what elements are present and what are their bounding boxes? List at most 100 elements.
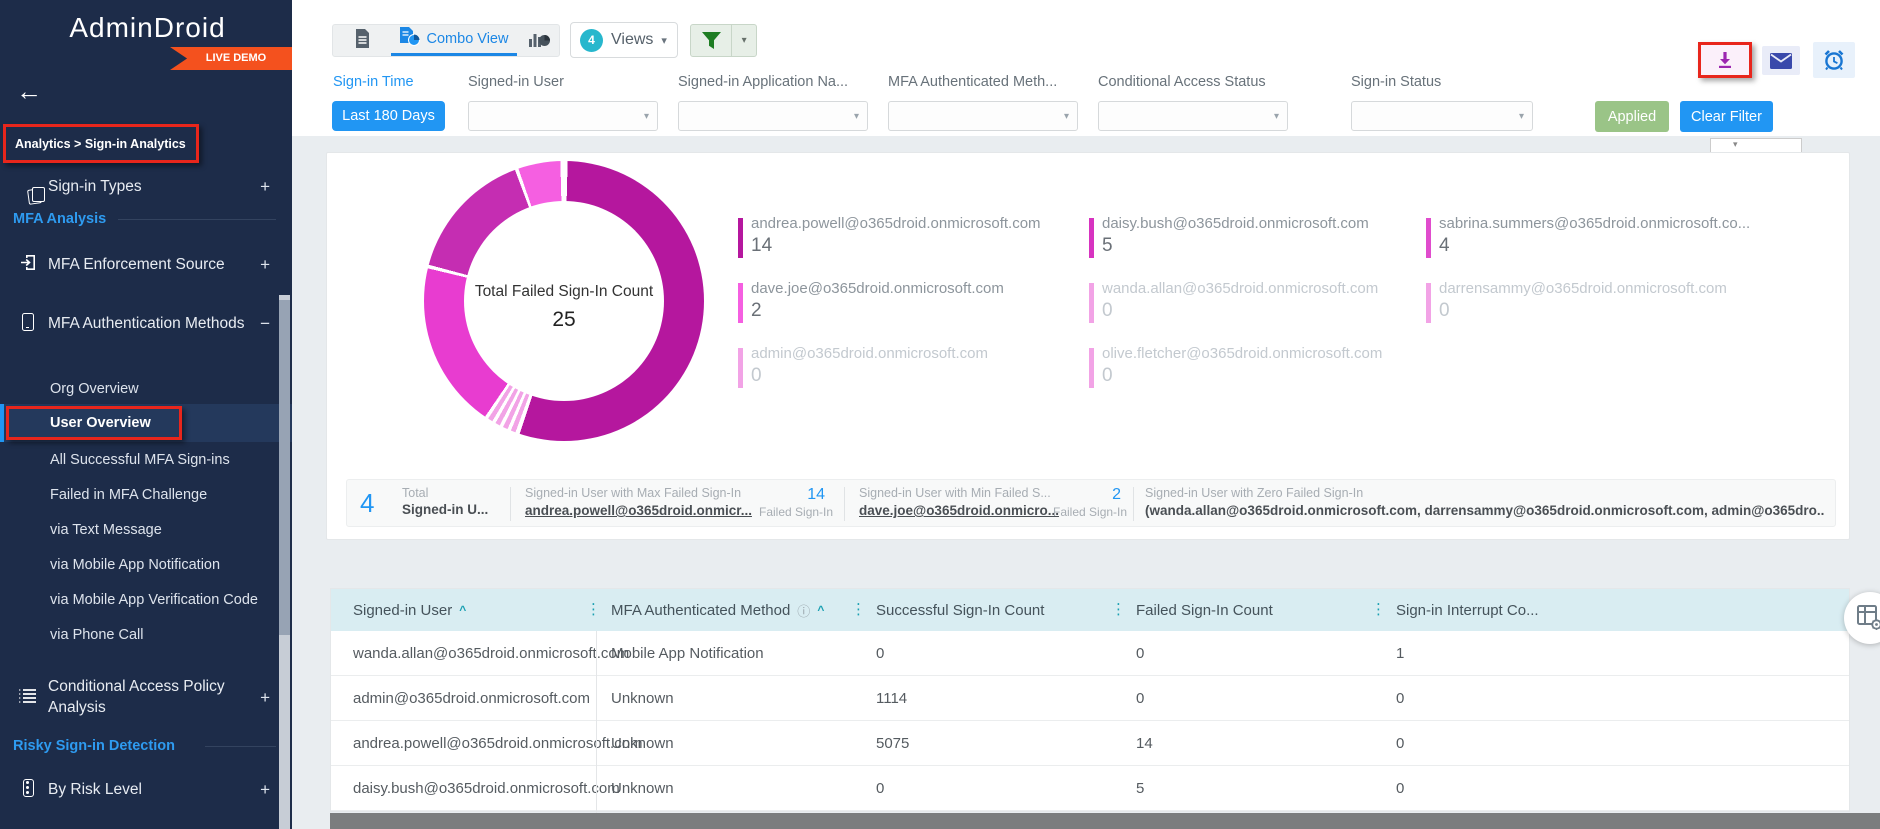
download-icon (1719, 52, 1731, 68)
breadcrumb-text: Analytics > Sign-in Analytics (15, 136, 186, 151)
signin-time-filter-button[interactable]: Last 180 Days (332, 101, 445, 131)
sort-asc-icon: ^ (817, 603, 825, 617)
column-header-failed-count[interactable]: Failed Sign-In Count (1136, 601, 1273, 619)
legend-item[interactable]: admin@o365droid.onmicrosoft.com 0 (738, 345, 1083, 393)
legend-item[interactable]: daisy.bush@o365droid.onmicrosoft.com 5 (1089, 215, 1434, 263)
filter-label-application-name: Signed-in Application Na... (678, 74, 849, 90)
sidebar-item-via-phone-call[interactable]: via Phone Call (50, 627, 144, 643)
sidebar-item-mfa-enforcement-source[interactable]: MFA Enforcement Source + (0, 250, 292, 280)
legend-item[interactable]: darrensammy@o365droid.onmicrosoft.com 0 (1426, 280, 1771, 328)
sidebar-item-via-mobile-app-notification[interactable]: via Mobile App Notification (50, 557, 221, 573)
filter-label-signin-status: Sign-in Status (1351, 74, 1442, 90)
mfa-method-select[interactable]: ▾ (888, 101, 1078, 131)
column-divider (596, 631, 597, 813)
legend-item[interactable]: wanda.allan@o365droid.onmicrosoft.com 0 (1089, 280, 1434, 328)
views-count-badge: 4 (580, 28, 603, 52)
legend-item[interactable]: andrea.powell@o365droid.onmicrosoft.com … (738, 215, 1083, 263)
legend-item[interactable]: sabrina.summers@o365droid.onmicrosoft.co… (1426, 215, 1771, 263)
sidebar-item-failed-in-mfa-challenge[interactable]: Failed in MFA Challenge (50, 487, 208, 503)
total-signedin-users-value: 4 (360, 488, 375, 518)
filter-label-mfa-method: MFA Authenticated Meth... (888, 74, 1058, 90)
column-header-mfa-method[interactable]: MFA Authenticated Method ⓘ ^ (611, 601, 825, 619)
clear-filter-button[interactable]: Clear Filter (1680, 101, 1773, 132)
filter-split-button: ▾ (690, 24, 757, 57)
tab-combo-view[interactable]: Combo View (391, 25, 517, 56)
column-menu-icon[interactable]: ⋮ (586, 601, 601, 618)
table-row[interactable]: wanda.allan@o365droid.onmicrosoft.com Mo… (331, 631, 1849, 676)
expand-plus-icon[interactable]: + (260, 688, 270, 707)
max-failed-user-link[interactable]: andrea.powell@o365droid.onmicr... (525, 503, 752, 518)
sidebar-item-user-overview[interactable]: User Overview (50, 415, 151, 431)
expand-plus-icon[interactable]: + (260, 177, 270, 196)
column-chooser-button[interactable] (1844, 592, 1880, 644)
section-risky-signin-detection: Risky Sign-in Detection (13, 738, 175, 754)
filter-label-signin-time: Sign-in Time (333, 74, 414, 90)
schedule-alert-button[interactable] (1813, 42, 1855, 78)
export-download-button[interactable] (1698, 42, 1752, 78)
divider (118, 219, 276, 220)
sidebar-scrollbar-thumb[interactable] (279, 300, 290, 635)
column-header-signed-in-user[interactable]: Signed-in User ^ (353, 601, 467, 619)
signin-status-select[interactable]: ▾ (1351, 101, 1533, 131)
section-mfa-analysis: MFA Analysis (13, 211, 107, 227)
info-icon: ⓘ (797, 603, 811, 619)
sidebar-item-via-mobile-app-verification-code[interactable]: via Mobile App Verification Code (50, 592, 258, 608)
sidebar-item-mfa-authentication-methods[interactable]: MFA Authentication Methods − (0, 298, 292, 350)
filter-funnel-button[interactable] (691, 25, 733, 56)
tab-chart-view[interactable] (517, 25, 561, 56)
column-menu-icon[interactable]: ⋮ (1371, 601, 1386, 618)
sidebar-item-signin-types[interactable]: Sign-in Types + (48, 177, 270, 196)
conditional-access-select[interactable]: ▾ (1098, 101, 1288, 131)
table-header-row: Signed-in User ^ ⋮ MFA Authenticated Met… (331, 589, 1849, 631)
sidebar-item-conditional-access-policy-analysis[interactable]: Conditional Access Policy Analysis + (0, 672, 292, 724)
door-signin-icon (18, 254, 38, 276)
page-size-dropdown-partial[interactable]: ▾ (1710, 138, 1802, 153)
donut-center-value: 25 (552, 308, 576, 331)
expand-plus-icon[interactable]: + (260, 780, 270, 799)
sidebar: AdminDroid LIVE DEMO ← Analytics > Sign-… (0, 0, 292, 829)
sort-asc-icon: ^ (459, 603, 467, 617)
applied-button[interactable]: Applied (1595, 101, 1669, 132)
breadcrumb: Analytics > Sign-in Analytics (3, 124, 199, 163)
bar-pie-chart-icon (528, 29, 550, 52)
chevron-down-icon: ▾ (1273, 111, 1279, 122)
column-header-successful-count[interactable]: Successful Sign-In Count (876, 601, 1045, 619)
column-header-interrupt-count[interactable]: Sign-in Interrupt Co... (1396, 601, 1539, 619)
legend-item[interactable]: olive.fletcher@o365droid.onmicrosoft.com… (1089, 345, 1434, 393)
sidebar-item-org-overview[interactable]: Org Overview (50, 381, 139, 397)
table-row[interactable]: daisy.bush@o365droid.onmicrosoft.com Unk… (331, 766, 1849, 811)
filter-dropdown-caret[interactable]: ▾ (741, 35, 747, 46)
tab-report-view[interactable] (333, 25, 391, 56)
column-menu-icon[interactable]: ⋮ (1111, 601, 1126, 618)
chevron-down-icon: ▾ (1518, 111, 1524, 122)
sidebar-item-all-successful-mfa-signins[interactable]: All Successful MFA Sign-ins (50, 452, 230, 468)
table-row[interactable]: admin@o365droid.onmicrosoft.com Unknown … (331, 676, 1849, 721)
min-failed-user-link[interactable]: dave.joe@o365droid.onmicro... (859, 503, 1059, 518)
legend-swatch (1089, 283, 1094, 323)
chevron-down-icon: ▾ (661, 34, 667, 47)
phone-icon (18, 312, 38, 336)
mail-icon (1770, 52, 1792, 69)
chevron-down-icon: ▾ (643, 111, 649, 122)
zero-failed-users: (wanda.allan@o365droid.onmicrosoft.com, … (1145, 503, 1825, 518)
sidebar-item-via-text-message[interactable]: via Text Message (50, 522, 162, 538)
min-failed-value: 2 (1112, 486, 1121, 503)
back-arrow-icon[interactable]: ← (16, 76, 42, 106)
zero-failed-label: Signed-in User with Zero Failed Sign-In (1145, 486, 1364, 500)
column-menu-icon[interactable]: ⋮ (851, 601, 866, 618)
table-row[interactable]: andrea.powell@o365droid.onmicrosoft.com … (331, 721, 1849, 766)
signed-in-user-select[interactable]: ▾ (468, 101, 658, 131)
horizontal-scrollbar[interactable] (330, 813, 1880, 829)
application-name-select[interactable]: ▾ (678, 101, 868, 131)
legend-item[interactable]: dave.joe@o365droid.onmicrosoft.com 2 (738, 280, 1083, 328)
filter-label-signed-in-user: Signed-in User (468, 74, 564, 90)
views-dropdown[interactable]: 4 Views ▾ (570, 22, 678, 58)
collapse-minus-icon[interactable]: − (260, 314, 270, 333)
expand-plus-icon[interactable]: + (260, 255, 270, 274)
chevron-down-icon: ▾ (853, 111, 859, 122)
email-report-button[interactable] (1762, 46, 1800, 75)
legend-swatch (1426, 283, 1431, 323)
alarm-clock-icon (1824, 50, 1844, 71)
sidebar-item-by-risk-level[interactable]: By Risk Level + (0, 775, 292, 805)
summary-strip: 4 Total Signed-in U... Signed-in User wi… (346, 479, 1836, 527)
